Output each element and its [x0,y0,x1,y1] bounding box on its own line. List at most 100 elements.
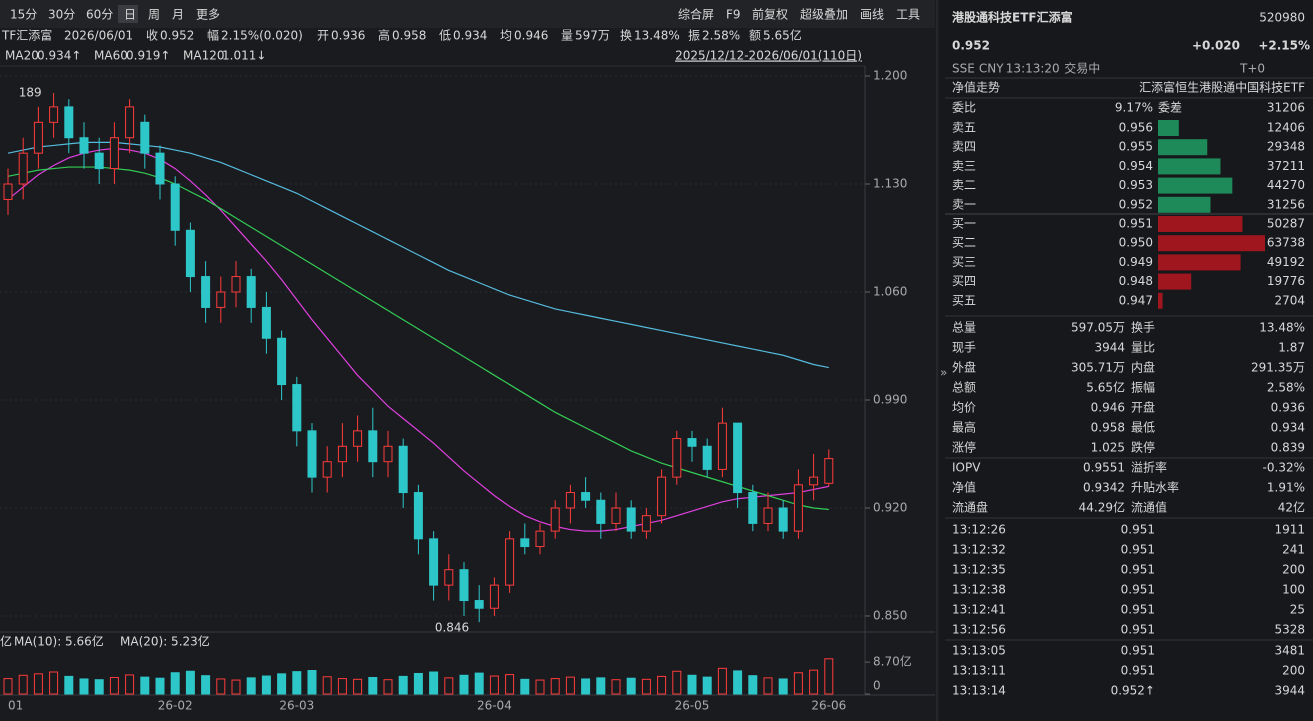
tab[interactable]: 周 [148,8,160,22]
volume-bar [565,676,575,695]
tab-selected [118,5,138,23]
volume-bar [231,679,241,695]
collapse-arrow[interactable]: » [940,366,947,380]
nav-link[interactable]: 净值走势 [952,80,1000,95]
tool[interactable]: 工具 [896,8,920,22]
volume-bar [702,676,712,695]
tool[interactable]: 前复权 [752,7,788,22]
candle-body [185,229,195,278]
stat-label: 换手 [1131,321,1155,335]
volume-bar [383,679,393,695]
volume-bar [140,676,150,695]
trade-volume: 200 [1282,664,1305,678]
trade-price: 0.951 [1121,623,1155,637]
ma-value: 1.011↓ [222,49,266,63]
candle-body [261,306,271,339]
candle-body [581,492,591,501]
book-price: 0.950 [1119,236,1153,250]
ma-name: MA120 [183,49,224,63]
tab[interactable]: 日 [124,8,136,22]
candle-body [565,492,575,509]
candle-body [155,152,165,185]
volume-legend: MA(10): 5.66亿 [14,634,104,649]
stat-value: 0.9342 [1083,481,1125,495]
info-value: 13.48% [634,29,680,43]
info-value: 0.952 [160,29,194,43]
stat-label: 最低 [1131,421,1155,435]
low-label: 0.846 [435,621,469,635]
candle-body [246,276,256,308]
trade-time: 13:13:05 [952,644,1006,658]
book-bar [1158,216,1243,232]
stat-label: 流通值 [1131,500,1167,515]
trade-time: 13:12:35 [952,563,1006,577]
trade-price: 0.951 [1121,563,1155,577]
tab[interactable]: 月 [172,8,184,22]
range-label[interactable]: 2025/12/12-2026/06/01(110日) [675,49,862,63]
volume-bar [520,678,530,695]
tool[interactable]: 超级叠加 [800,7,848,22]
book-label: 买一 [952,217,976,231]
tab[interactable]: 60分 [86,8,113,22]
ma-name: MA60 [94,49,128,63]
book-bar [1158,254,1241,271]
candle-body [398,445,408,494]
stat-label: 溢折率 [1131,460,1167,475]
book-volume: 37211 [1267,159,1305,173]
candle-body [535,530,545,548]
tab[interactable]: 15分 [10,8,37,22]
trade-time: 13:12:32 [952,543,1006,557]
tool[interactable]: 综合屏 [678,7,714,22]
volume-bar [824,658,834,695]
book-label: 卖二 [952,178,976,192]
volume-bar [793,672,803,695]
stat-label: 量比 [1131,341,1155,355]
y-tick-label: 0.920 [873,500,907,514]
candle-body [307,430,317,478]
volume-bar [535,679,545,695]
stat-value: 1.91% [1267,481,1305,495]
meta: SSE [952,62,975,76]
tab[interactable]: 30分 [48,8,75,22]
volume-bar [763,677,773,695]
candle-body [170,183,180,231]
meta: 交易中 [1064,61,1100,76]
meta: CNY [979,62,1004,76]
book-label: 买四 [952,274,976,288]
stat-label: 最高 [952,420,976,435]
tool[interactable]: 画线 [860,8,884,22]
book-label: 买二 [952,236,976,250]
stat-label: 均价 [952,401,976,415]
tool[interactable]: F9 [726,8,741,22]
stat-label: 总量 [952,321,976,335]
book-label: 卖五 [952,121,976,135]
trade-volume: 241 [1282,543,1305,557]
info-value: 0.934 [453,29,487,43]
stat-value: 44.29亿 [1079,500,1125,515]
price-change: +0.020 [1192,39,1240,53]
volume-bar [246,677,256,695]
trade-price: 0.951 [1121,644,1155,658]
volume-bar [626,677,636,695]
info-label: 收 [146,29,158,43]
candle-body [322,461,332,478]
volume-bar [444,677,454,695]
volume-bar [596,677,606,695]
volume-bar [170,672,180,695]
candle-body [717,422,727,470]
book-price: 0.952 [1119,197,1153,211]
book-bar [1158,196,1211,213]
y-tick-label: 1.130 [873,177,907,191]
stat-value: 0.839 [1271,441,1305,455]
candle-body [657,476,667,517]
toolbar [0,0,935,28]
stat-value: 2.58% [1267,381,1305,395]
candle-body [140,121,150,154]
tab[interactable]: 更多 [196,8,220,22]
book-bar [1158,158,1221,175]
volume-bar [550,678,560,695]
book-price: 0.954 [1119,159,1153,173]
stat-label: 升贴水率 [1131,480,1179,495]
volume-unit: 亿 [0,634,12,649]
candle-body [505,538,515,586]
